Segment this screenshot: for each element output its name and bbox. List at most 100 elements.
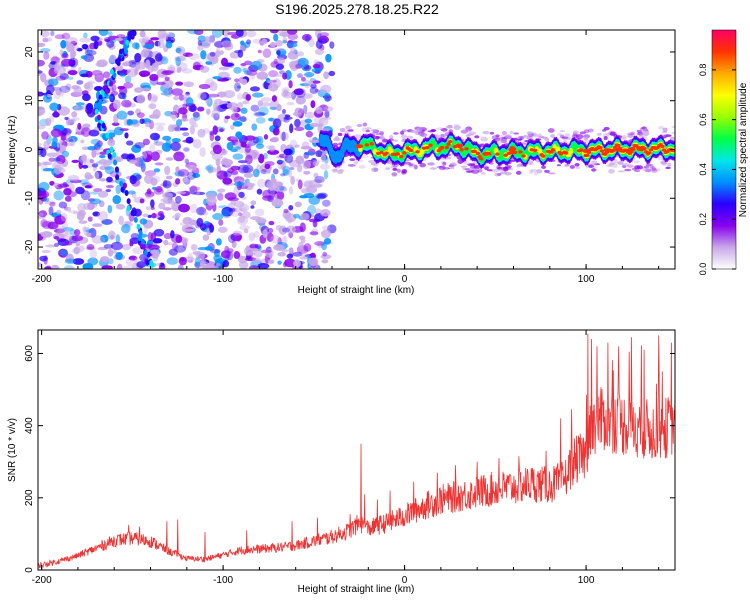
noise-blob xyxy=(237,212,243,217)
noise-blob xyxy=(175,119,183,127)
noise-blob xyxy=(440,128,448,132)
noise-blob xyxy=(119,73,126,78)
noise-blob xyxy=(502,166,509,172)
noise-blob xyxy=(121,223,131,234)
noise-blob xyxy=(286,101,295,106)
ridge-peak xyxy=(636,147,645,152)
noise-blob xyxy=(152,109,161,120)
noise-blob xyxy=(324,106,334,113)
noise-blob xyxy=(632,167,637,171)
noise-blob xyxy=(457,159,464,164)
noise-blob xyxy=(150,151,160,161)
noise-blob xyxy=(302,159,311,170)
noise-blob xyxy=(173,151,185,162)
noise-blob xyxy=(93,142,102,149)
noise-blob xyxy=(145,206,152,211)
noise-blob xyxy=(222,260,230,268)
noise-blob xyxy=(256,217,267,225)
noise-blob xyxy=(161,192,173,199)
noise-blob xyxy=(166,31,175,38)
noise-blob xyxy=(427,130,436,133)
noise-blob xyxy=(474,135,480,139)
noise-blob xyxy=(529,169,534,175)
ridge-band xyxy=(478,157,484,161)
noise-blob xyxy=(68,210,78,214)
noise-blob xyxy=(93,188,103,193)
noise-blob xyxy=(114,37,123,42)
noise-blob xyxy=(43,140,50,150)
noise-blob xyxy=(309,160,321,164)
noise-blob xyxy=(536,169,543,174)
noise-blob xyxy=(572,130,580,135)
noise-blob xyxy=(516,163,522,168)
noise-blob xyxy=(53,235,60,240)
noise-blob xyxy=(308,257,319,267)
noise-blob xyxy=(80,73,89,78)
noise-blob xyxy=(240,63,247,67)
ridge-band xyxy=(323,138,329,143)
noise-blob xyxy=(334,136,340,140)
noise-blob xyxy=(237,49,244,58)
noise-blob xyxy=(128,255,138,261)
noise-blob xyxy=(222,177,233,185)
noise-blob xyxy=(45,244,56,248)
noise-blob xyxy=(313,172,319,179)
noise-blob xyxy=(171,243,179,251)
noise-blob xyxy=(48,78,59,86)
noise-blob xyxy=(108,31,113,37)
diagonal-feature-blob xyxy=(138,235,143,242)
noise-blob xyxy=(429,167,437,170)
noise-blob xyxy=(268,145,276,152)
noise-blob xyxy=(170,141,182,152)
noise-blob xyxy=(482,130,490,135)
noise-blob xyxy=(111,84,117,92)
noise-blob xyxy=(51,54,59,63)
noise-blob xyxy=(194,257,201,267)
noise-blob xyxy=(440,133,445,138)
noise-blob xyxy=(232,153,244,160)
noise-blob xyxy=(134,141,146,149)
noise-blob xyxy=(182,216,193,225)
noise-blob xyxy=(38,181,50,192)
noise-blob xyxy=(218,71,230,79)
noise-blob xyxy=(267,259,275,264)
noise-blob xyxy=(90,35,100,42)
noise-blob xyxy=(163,70,175,74)
noise-blob xyxy=(209,54,219,65)
noise-blob xyxy=(87,216,93,222)
noise-blob xyxy=(144,174,154,185)
noise-blob xyxy=(221,209,230,217)
noise-blob xyxy=(532,134,538,138)
ridge-band xyxy=(349,144,355,148)
diagonal-feature-blob xyxy=(113,159,118,166)
noise-blob xyxy=(556,164,561,167)
noise-blob xyxy=(286,42,298,48)
noise-blob xyxy=(284,258,296,268)
noise-blob xyxy=(316,33,322,42)
noise-blob xyxy=(153,168,161,173)
noise-blob xyxy=(242,100,250,105)
noise-blob xyxy=(260,97,272,102)
noise-blob xyxy=(83,32,88,39)
noise-blob xyxy=(322,116,332,121)
ridge-band xyxy=(521,154,526,158)
noise-blob xyxy=(260,249,272,254)
noise-blob xyxy=(165,157,174,161)
ridge-band xyxy=(578,148,584,152)
noise-blob xyxy=(138,159,146,169)
noise-blob xyxy=(494,172,501,177)
noise-blob xyxy=(203,211,209,216)
noise-blob xyxy=(107,230,116,240)
noise-blob xyxy=(446,156,452,160)
noise-blob xyxy=(315,150,323,158)
noise-blob xyxy=(215,171,221,176)
diagonal-feature-blob xyxy=(124,190,129,197)
noise-blob xyxy=(207,164,214,174)
noise-blob xyxy=(38,91,41,97)
noise-blob xyxy=(643,165,650,169)
noise-blob xyxy=(39,255,48,262)
noise-blob xyxy=(222,76,232,81)
noise-blob xyxy=(250,200,257,206)
noise-blob xyxy=(408,163,414,167)
